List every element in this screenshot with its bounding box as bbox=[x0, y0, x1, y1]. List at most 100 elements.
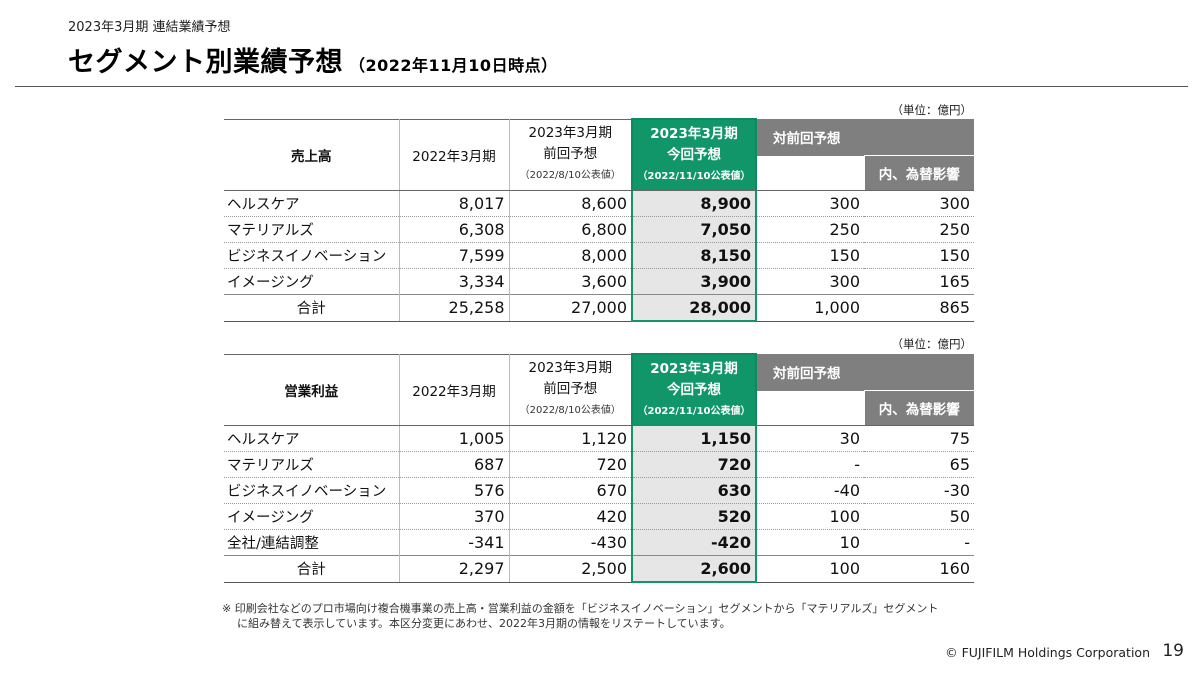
header-diff: 対前回予想 bbox=[756, 354, 974, 391]
segment-name: イメージング bbox=[224, 503, 400, 530]
header-diff: 対前回予想 bbox=[756, 119, 974, 156]
value-prev: 3,600 bbox=[509, 268, 632, 295]
total-fx: 865 bbox=[864, 294, 974, 322]
header-cur-line1: 2023年3月期 bbox=[650, 125, 738, 142]
total-row: 合計 2,297 2,500 2,600 100 160 bbox=[224, 555, 974, 583]
value-fx: 150 bbox=[864, 242, 974, 269]
footnote-line1: ※ 印刷会社などのプロ市場向け複合機事業の売上高・営業利益の金額を「ビジネスイノ… bbox=[222, 602, 939, 615]
value-prev: 8,600 bbox=[509, 190, 632, 217]
total-prev: 27,000 bbox=[509, 294, 632, 322]
header-prev-line1: 2023年3月期 bbox=[528, 125, 612, 142]
header-fx-impact: 内、為替影響 bbox=[863, 390, 974, 426]
total-prev: 2,500 bbox=[509, 555, 632, 583]
value-fy22: 1,005 bbox=[399, 425, 510, 452]
value-diff: -40 bbox=[755, 477, 864, 504]
page-title: セグメント別業績予想 （2022年11月10日時点） bbox=[68, 40, 558, 79]
value-prev: 420 bbox=[509, 503, 632, 530]
value-prev: 1,120 bbox=[509, 425, 632, 452]
header-prev-line1: 2023年3月期 bbox=[528, 360, 612, 377]
segment-name: イメージング bbox=[224, 268, 400, 295]
value-current: 720 bbox=[631, 451, 757, 478]
table-row: マテリアルズ 6,308 6,800 7,050 250 250 bbox=[224, 216, 974, 243]
page-title-text: セグメント別業績予想 bbox=[68, 47, 343, 78]
table-row: イメージング 3,334 3,600 3,900 300 165 bbox=[224, 268, 974, 295]
value-fy22: 370 bbox=[399, 503, 510, 530]
value-fx: 50 bbox=[864, 503, 974, 530]
total-diff: 1,000 bbox=[755, 294, 864, 322]
value-diff: 100 bbox=[755, 503, 864, 530]
header-prev-forecast: 2023年3月期 前回予想 （2022/8/10公表値） bbox=[509, 353, 632, 426]
table-row: ビジネスイノベーション 7,599 8,000 8,150 150 150 bbox=[224, 242, 974, 269]
table-row: ヘルスケア 8,017 8,600 8,900 300 300 bbox=[224, 190, 974, 217]
value-fx: 300 bbox=[864, 190, 974, 217]
value-prev: -430 bbox=[509, 529, 632, 556]
unit-label-profit: （単位：億円） bbox=[891, 337, 973, 351]
header-prev-line3: （2022/8/10公表値） bbox=[519, 405, 621, 417]
profit-header-label: 営業利益 bbox=[224, 353, 400, 426]
value-current: 630 bbox=[631, 477, 757, 504]
value-prev: 8,000 bbox=[509, 242, 632, 269]
segment-name: マテリアルズ bbox=[224, 451, 400, 478]
header-cur-line3: （2022/11/10公表値） bbox=[637, 170, 751, 182]
value-prev: 6,800 bbox=[509, 216, 632, 243]
footnote-line2: に組み替えて表示しています。本区分変更にあわせ、2022年3月期の情報をリステー… bbox=[237, 617, 731, 630]
value-fx: 165 bbox=[864, 268, 974, 295]
value-fy22: 3,334 bbox=[399, 268, 510, 295]
header-prev-forecast: 2023年3月期 前回予想 （2022/8/10公表値） bbox=[509, 118, 632, 191]
value-fy22: 576 bbox=[399, 477, 510, 504]
value-fy22: -341 bbox=[399, 529, 510, 556]
header-fx-impact: 内、為替影響 bbox=[863, 155, 974, 191]
table-row: ヘルスケア 1,005 1,120 1,150 30 75 bbox=[224, 425, 974, 452]
total-fx: 160 bbox=[864, 555, 974, 583]
table-row: ビジネスイノベーション 576 670 630 -40 -30 bbox=[224, 477, 974, 504]
sales-table: 売上高 2022年3月期 2023年3月期 前回予想 （2022/8/10公表値… bbox=[224, 118, 974, 322]
value-fx: 250 bbox=[864, 216, 974, 243]
value-diff: - bbox=[755, 451, 864, 478]
footnote: ※ 印刷会社などのプロ市場向け複合機事業の売上高・営業利益の金額を「ビジネスイノ… bbox=[222, 601, 938, 631]
value-prev: 670 bbox=[509, 477, 632, 504]
value-current: 3,900 bbox=[631, 268, 757, 295]
value-current: 8,150 bbox=[631, 242, 757, 269]
value-diff: 30 bbox=[755, 425, 864, 452]
value-current: -420 bbox=[631, 529, 757, 556]
table-row: マテリアルズ 687 720 720 - 65 bbox=[224, 451, 974, 478]
value-diff: 300 bbox=[755, 190, 864, 217]
table-row: イメージング 370 420 520 100 50 bbox=[224, 503, 974, 530]
header-prev-line2: 前回予想 bbox=[543, 146, 598, 163]
total-label: 合計 bbox=[224, 555, 400, 583]
page-subtitle: 2023年3月期 連結業績予想 bbox=[68, 20, 231, 35]
header-fy22: 2022年3月期 bbox=[399, 353, 510, 426]
value-fx: - bbox=[864, 529, 974, 556]
value-current: 8,900 bbox=[631, 190, 757, 217]
value-fy22: 687 bbox=[399, 451, 510, 478]
segment-name: ビジネスイノベーション bbox=[224, 242, 400, 269]
operating-income-table: 営業利益 2022年3月期 2023年3月期 前回予想 （2022/8/10公表… bbox=[224, 353, 974, 583]
header-current-forecast: 2023年3月期 今回予想 （2022/11/10公表値） bbox=[631, 353, 757, 426]
total-row: 合計 25,258 27,000 28,000 1,000 865 bbox=[224, 294, 974, 322]
header-prev-line2: 前回予想 bbox=[543, 381, 598, 398]
title-divider bbox=[15, 86, 1188, 87]
table-row: 全社/連結調整 -341 -430 -420 10 - bbox=[224, 529, 974, 556]
page-number: 19 bbox=[1162, 641, 1184, 661]
total-fy22: 2,297 bbox=[399, 555, 510, 583]
total-label: 合計 bbox=[224, 294, 400, 322]
value-prev: 720 bbox=[509, 451, 632, 478]
header-cur-line3: （2022/11/10公表値） bbox=[637, 405, 751, 417]
unit-label-sales: （単位：億円） bbox=[891, 103, 973, 117]
header-cur-line1: 2023年3月期 bbox=[650, 360, 738, 377]
total-current: 28,000 bbox=[631, 294, 757, 322]
segment-name: 全社/連結調整 bbox=[224, 529, 400, 556]
value-fy22: 7,599 bbox=[399, 242, 510, 269]
sales-header-label: 売上高 bbox=[224, 118, 400, 191]
header-cur-line2: 今回予想 bbox=[667, 146, 721, 163]
total-diff: 100 bbox=[755, 555, 864, 583]
total-fy22: 25,258 bbox=[399, 294, 510, 322]
value-fy22: 6,308 bbox=[399, 216, 510, 243]
value-current: 1,150 bbox=[631, 425, 757, 452]
copyright: © FUJIFILM Holdings Corporation bbox=[945, 645, 1150, 660]
value-current: 7,050 bbox=[631, 216, 757, 243]
header-prev-line3: （2022/8/10公表値） bbox=[519, 170, 621, 182]
title-date: （2022年11月10日時点） bbox=[349, 56, 558, 75]
value-fx: 75 bbox=[864, 425, 974, 452]
value-current: 520 bbox=[631, 503, 757, 530]
